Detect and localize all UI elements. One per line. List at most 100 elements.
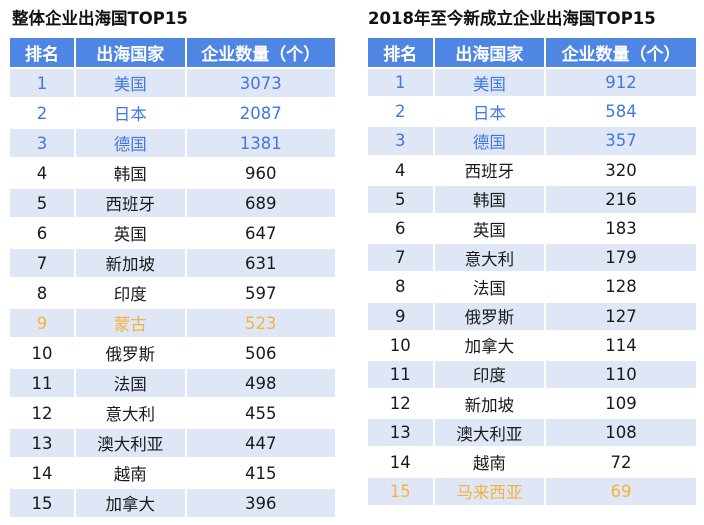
count-cell: 1381 bbox=[185, 127, 335, 158]
table-row: 12 新加坡 109 bbox=[368, 388, 696, 419]
rank-cell: 10 bbox=[368, 329, 435, 360]
rank-cell: 4 bbox=[10, 157, 76, 188]
table-row: 10 加拿大 114 bbox=[368, 329, 696, 360]
count-cell: 689 bbox=[185, 187, 335, 218]
country-cell: 英国 bbox=[75, 217, 187, 248]
count-cell: 584 bbox=[545, 96, 696, 127]
count-cell: 597 bbox=[185, 277, 335, 308]
country-cell: 澳大利亚 bbox=[433, 417, 547, 448]
rank-cell: 10 bbox=[10, 337, 76, 368]
overall-top15-title: 整体企业出海国TOP15 bbox=[12, 9, 188, 28]
rank-cell: 3 bbox=[10, 127, 76, 158]
table-row: 14 越南 72 bbox=[368, 446, 696, 477]
count-cell: 216 bbox=[545, 183, 696, 214]
country-cell: 美国 bbox=[433, 66, 547, 98]
country-cell: 西班牙 bbox=[433, 154, 547, 185]
country-header: 出海国家 bbox=[75, 38, 187, 68]
rank-cell: 14 bbox=[10, 457, 76, 488]
country-header: 出海国家 bbox=[433, 38, 547, 68]
table-row: 4 西班牙 320 bbox=[368, 154, 696, 185]
country-cell: 俄罗斯 bbox=[75, 337, 187, 368]
count-cell: 2087 bbox=[185, 97, 335, 128]
table-row: 2 日本 584 bbox=[368, 96, 696, 127]
country-cell: 俄罗斯 bbox=[433, 300, 547, 331]
table-row: 15 马来西亚 69 bbox=[368, 475, 696, 505]
rank-cell: 15 bbox=[10, 487, 76, 517]
count-cell: 912 bbox=[545, 66, 696, 98]
country-cell: 韩国 bbox=[75, 157, 187, 188]
rank-cell: 15 bbox=[368, 475, 435, 505]
country-cell: 印度 bbox=[75, 277, 187, 308]
overall-top15-rows: 1 美国 3073 2 日本 2087 3 德国 1381 4 韩国 960 5 西班牙 689 6 英国 647… bbox=[10, 67, 335, 517]
table-row: 7 新加坡 631 bbox=[10, 247, 335, 278]
count-header: 企业数量（个） bbox=[545, 38, 696, 68]
country-cell: 美国 bbox=[75, 67, 187, 98]
count-cell: 183 bbox=[545, 212, 696, 244]
country-cell: 日本 bbox=[75, 97, 187, 128]
count-cell: 523 bbox=[185, 307, 335, 338]
rank-cell: 12 bbox=[10, 397, 76, 428]
country-cell: 法国 bbox=[75, 367, 187, 398]
country-cell: 越南 bbox=[433, 446, 547, 477]
table-row: 10 俄罗斯 506 bbox=[10, 337, 335, 368]
country-cell: 意大利 bbox=[75, 397, 187, 428]
count-cell: 320 bbox=[545, 154, 696, 185]
rank-cell: 7 bbox=[10, 247, 76, 278]
country-cell: 韩国 bbox=[433, 183, 547, 214]
country-cell: 蒙古 bbox=[75, 307, 187, 338]
rank-cell: 13 bbox=[368, 417, 435, 448]
country-cell: 新加坡 bbox=[433, 388, 547, 419]
count-cell: 506 bbox=[185, 337, 335, 368]
count-cell: 72 bbox=[545, 446, 696, 477]
country-cell: 澳大利亚 bbox=[75, 427, 187, 458]
rank-cell: 14 bbox=[368, 446, 435, 477]
country-cell: 越南 bbox=[75, 457, 187, 488]
count-cell: 110 bbox=[545, 358, 696, 390]
rank-cell: 11 bbox=[368, 358, 435, 390]
table-row: 13 澳大利亚 108 bbox=[368, 417, 696, 448]
rank-cell: 5 bbox=[368, 183, 435, 214]
country-cell: 新加坡 bbox=[75, 247, 187, 278]
since-2018-top15-title: 2018年至今新成立企业出海国TOP15 bbox=[368, 9, 656, 28]
rank-cell: 5 bbox=[10, 187, 76, 218]
country-cell: 加拿大 bbox=[433, 329, 547, 360]
count-cell: 960 bbox=[185, 157, 335, 188]
country-cell: 德国 bbox=[75, 127, 187, 158]
rank-cell: 1 bbox=[10, 67, 76, 98]
count-cell: 109 bbox=[545, 388, 696, 419]
table-header-row: 排名 出海国家 企业数量（个） bbox=[10, 38, 335, 68]
rank-header: 排名 bbox=[10, 38, 76, 68]
count-cell: 647 bbox=[185, 217, 335, 248]
rank-cell: 1 bbox=[368, 66, 435, 98]
rank-cell: 2 bbox=[368, 96, 435, 127]
table-row: 1 美国 912 bbox=[368, 66, 696, 98]
since-2018-top15-table: 排名 出海国家 企业数量（个） 1 美国 912 2 日本 584 3 德国 357 4 西班牙 32… bbox=[368, 38, 696, 505]
table-row: 8 法国 128 bbox=[368, 271, 696, 302]
table-row: 6 英国 647 bbox=[10, 217, 335, 248]
rank-cell: 7 bbox=[368, 242, 435, 273]
count-cell: 128 bbox=[545, 271, 696, 302]
country-cell: 意大利 bbox=[433, 242, 547, 273]
rank-cell: 2 bbox=[10, 97, 76, 128]
table-row: 14 越南 415 bbox=[10, 457, 335, 488]
table-row: 5 西班牙 689 bbox=[10, 187, 335, 218]
count-cell: 455 bbox=[185, 397, 335, 428]
table-row: 15 加拿大 396 bbox=[10, 487, 335, 517]
count-cell: 127 bbox=[545, 300, 696, 331]
table-row: 6 英国 183 bbox=[368, 212, 696, 244]
count-cell: 498 bbox=[185, 367, 335, 398]
table-row: 9 蒙古 523 bbox=[10, 307, 335, 338]
table-row: 13 澳大利亚 447 bbox=[10, 427, 335, 458]
country-cell: 印度 bbox=[433, 358, 547, 390]
count-cell: 3073 bbox=[185, 67, 335, 98]
rank-cell: 8 bbox=[10, 277, 76, 308]
country-cell: 英国 bbox=[433, 212, 547, 244]
since-2018-top15-panel: 2018年至今新成立企业出海国TOP15 排名 出海国家 企业数量（个） 1 美国… bbox=[368, 0, 696, 505]
table-row: 3 德国 357 bbox=[368, 125, 696, 156]
overall-top15-table: 排名 出海国家 企业数量（个） 1 美国 3073 2 日本 2087 3 德国 1381 4 韩国… bbox=[10, 38, 335, 517]
rank-cell: 13 bbox=[10, 427, 76, 458]
count-cell: 396 bbox=[185, 487, 335, 517]
table-row: 11 法国 498 bbox=[10, 367, 335, 398]
country-cell: 加拿大 bbox=[75, 487, 187, 517]
rank-cell: 9 bbox=[10, 307, 76, 338]
